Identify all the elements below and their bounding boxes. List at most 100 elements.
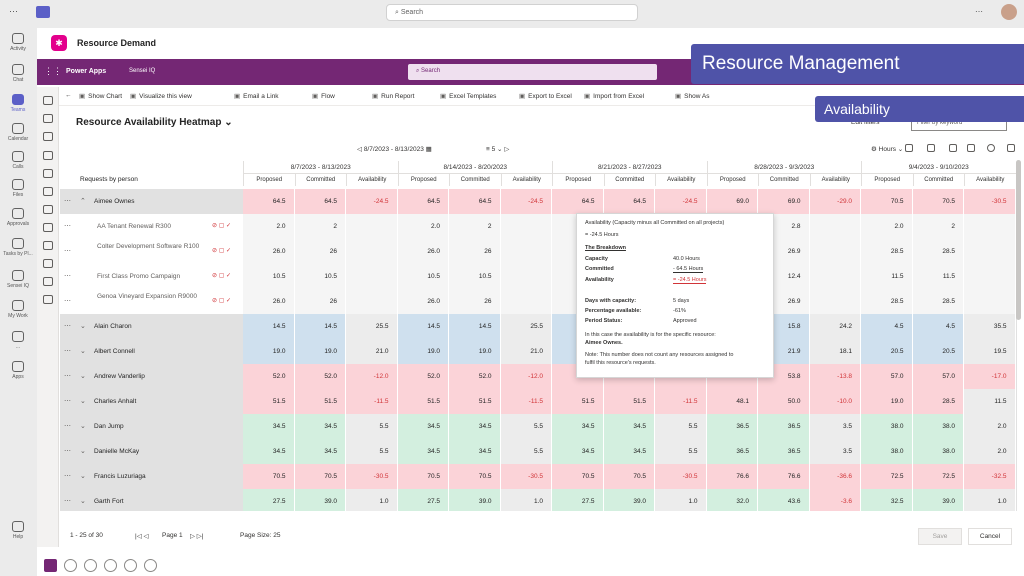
heatmap-cell[interactable] <box>500 214 552 239</box>
command-visualize-this-view[interactable]: ▣ Visualize this view <box>130 92 192 100</box>
heatmap-cell[interactable]: 34.5 <box>397 414 449 439</box>
request-status-icons[interactable]: ⊘ ▢ ✓ <box>212 223 232 229</box>
heatmap-cell[interactable]: -12.0 <box>500 364 552 389</box>
cancel-button[interactable]: Cancel <box>968 528 1012 545</box>
heatmap-cell[interactable] <box>964 289 1016 314</box>
heatmap-cell[interactable]: 26 <box>449 289 501 314</box>
table-row[interactable]: ⋯ ⌄ Francis Luzuriaga 70.5 70.5 -30.5 70.5 70.5… <box>60 464 1017 489</box>
heatmap-cell[interactable]: 34.5 <box>243 414 295 439</box>
row-menu-icon[interactable]: ⋯ <box>64 273 71 280</box>
heatmap-cell[interactable]: 36.5 <box>758 439 810 464</box>
heatmap-cell[interactable]: 10.5 <box>449 264 501 289</box>
vertical-scrollbar[interactable] <box>1016 160 1021 320</box>
heatmap-cell[interactable]: 64.5 <box>449 189 501 214</box>
command-export-to-excel[interactable]: ▣ Export to Excel <box>519 92 572 100</box>
nav-icon[interactable] <box>43 295 53 304</box>
rail-item[interactable]: Approvals <box>0 208 36 227</box>
heatmap-cell[interactable]: 28.5 <box>861 289 913 314</box>
heatmap-cell[interactable]: 70.5 <box>449 464 501 489</box>
heatmap-cell[interactable]: 26 <box>294 289 346 314</box>
heatmap-cell[interactable] <box>346 214 398 239</box>
heatmap-cell[interactable]: -30.5 <box>964 189 1016 214</box>
heatmap-cell[interactable]: -30.5 <box>500 464 552 489</box>
heatmap-cell[interactable]: -12.0 <box>346 364 398 389</box>
row-menu-icon[interactable]: ⋯ <box>64 248 71 255</box>
heatmap-cell[interactable]: 14.5 <box>449 314 501 339</box>
expand-chevron-icon[interactable]: ⌄ <box>80 323 86 330</box>
heatmap-cell[interactable]: 14.5 <box>294 314 346 339</box>
nav-icon[interactable] <box>43 187 53 196</box>
nav-icon[interactable] <box>43 96 53 105</box>
heatmap-cell[interactable]: 34.5 <box>294 414 346 439</box>
heatmap-cell[interactable]: 26 <box>294 239 346 264</box>
table-row[interactable]: ⋯ ⌃ Aimee Ownes 64.5 64.5 -24.5 64.5 64.5 -24.5 6… <box>60 189 1017 214</box>
rail-item[interactable]: My Work <box>0 300 36 319</box>
heatmap-cell[interactable] <box>964 214 1016 239</box>
heatmap-cell[interactable]: 70.5 <box>397 464 449 489</box>
heatmap-cell[interactable]: 26.0 <box>397 239 449 264</box>
heatmap-cell[interactable]: 28.5 <box>861 239 913 264</box>
more-apps-icon[interactable]: ⋯ <box>9 6 19 16</box>
heatmap-cell[interactable]: 21.0 <box>500 339 552 364</box>
command-excel-templates[interactable]: ▣ Excel Templates <box>440 92 496 100</box>
row-menu-icon[interactable]: ⋯ <box>64 373 71 380</box>
expand-chevron-icon[interactable]: ⌄ <box>80 348 86 355</box>
heatmap-cell[interactable]: 70.5 <box>294 464 346 489</box>
heatmap-cell[interactable]: 72.5 <box>861 464 913 489</box>
heatmap-cell[interactable]: 39.0 <box>912 489 964 511</box>
heatmap-cell[interactable]: 19.0 <box>397 339 449 364</box>
heatmap-cell[interactable]: -11.5 <box>655 389 707 414</box>
row-menu-icon[interactable]: ⋯ <box>64 398 71 405</box>
heatmap-cell[interactable]: 51.5 <box>603 389 655 414</box>
heatmap-cell[interactable]: 2.0 <box>397 214 449 239</box>
heatmap-cell[interactable]: 2.0 <box>243 214 295 239</box>
heatmap-cell[interactable]: 34.5 <box>552 414 604 439</box>
heatmap-cell[interactable]: -30.5 <box>655 464 707 489</box>
nav-icon[interactable] <box>43 169 53 178</box>
expand-chevron-icon[interactable]: ⌄ <box>80 448 86 455</box>
heatmap-cell[interactable]: 28.5 <box>912 289 964 314</box>
heatmap-cell[interactable]: 70.5 <box>243 464 295 489</box>
app-icon[interactable] <box>44 559 57 572</box>
table-row[interactable]: ⋯ Genoa Vineyard Expansion R9000 ⊘ ▢ ✓ 26.0… <box>60 289 1017 314</box>
heatmap-cell[interactable]: 11.5 <box>912 264 964 289</box>
edit-filters-button[interactable]: Edit filters <box>851 119 880 126</box>
heatmap-cell[interactable]: 1.0 <box>500 489 552 511</box>
heatmap-cell[interactable]: 48.1 <box>706 389 758 414</box>
rail-item[interactable]: Teams <box>0 94 36 113</box>
heatmap-cell[interactable]: 14.5 <box>243 314 295 339</box>
rail-item[interactable]: Sensei IQ <box>0 270 36 289</box>
table-row[interactable]: ⋯ Colter Development Software R100 ⊘ ▢ ✓ 26… <box>60 239 1017 264</box>
heatmap-cell[interactable]: 70.5 <box>603 464 655 489</box>
expand-chevron-icon[interactable]: ⌄ <box>80 423 86 430</box>
heatmap-cell[interactable]: 34.5 <box>397 439 449 464</box>
heatmap-cell[interactable]: 26.0 <box>397 289 449 314</box>
heatmap-cell[interactable]: -13.8 <box>809 364 861 389</box>
heatmap-cell[interactable]: 64.5 <box>552 189 604 214</box>
heatmap-cell[interactable]: 52.0 <box>397 364 449 389</box>
heatmap-cell[interactable]: 27.5 <box>243 489 295 511</box>
heatmap-cell[interactable]: 64.5 <box>294 189 346 214</box>
heatmap-cell[interactable]: 34.5 <box>243 439 295 464</box>
heatmap-cell[interactable]: -10.0 <box>809 389 861 414</box>
heatmap-cell[interactable]: 52.0 <box>294 364 346 389</box>
heatmap-cell[interactable]: 72.5 <box>912 464 964 489</box>
heatmap-cell[interactable]: 2 <box>294 214 346 239</box>
heatmap-cell[interactable]: 10.5 <box>294 264 346 289</box>
table-row[interactable]: ⋯AA Tenant Renewal R300⊘ ▢ ✓2.022.022.02… <box>60 214 1017 239</box>
heatmap-cell[interactable]: 18.1 <box>809 339 861 364</box>
heatmap-cell[interactable]: 51.5 <box>397 389 449 414</box>
heatmap-cell[interactable]: 69.0 <box>758 189 810 214</box>
heatmap-cell[interactable]: 52.0 <box>449 364 501 389</box>
rail-item[interactable]: Chat <box>0 64 36 83</box>
heatmap-cell[interactable]: 2 <box>449 214 501 239</box>
heatmap-cell[interactable]: 34.5 <box>603 439 655 464</box>
power-apps-search-input[interactable]: ⌕ Search <box>408 64 657 80</box>
heatmap-cell[interactable] <box>500 289 552 314</box>
table-row[interactable]: ⋯ ⌄ Danielle McKay 34.5 34.5 5.5 34.5 34.5 5.5 34… <box>60 439 1017 464</box>
nav-icon[interactable] <box>43 223 53 232</box>
rail-item[interactable]: Calls <box>0 151 36 170</box>
rail-item[interactable]: ... <box>0 331 36 350</box>
expand-chevron-icon[interactable]: ⌄ <box>80 373 86 380</box>
control-icon[interactable] <box>64 559 77 572</box>
